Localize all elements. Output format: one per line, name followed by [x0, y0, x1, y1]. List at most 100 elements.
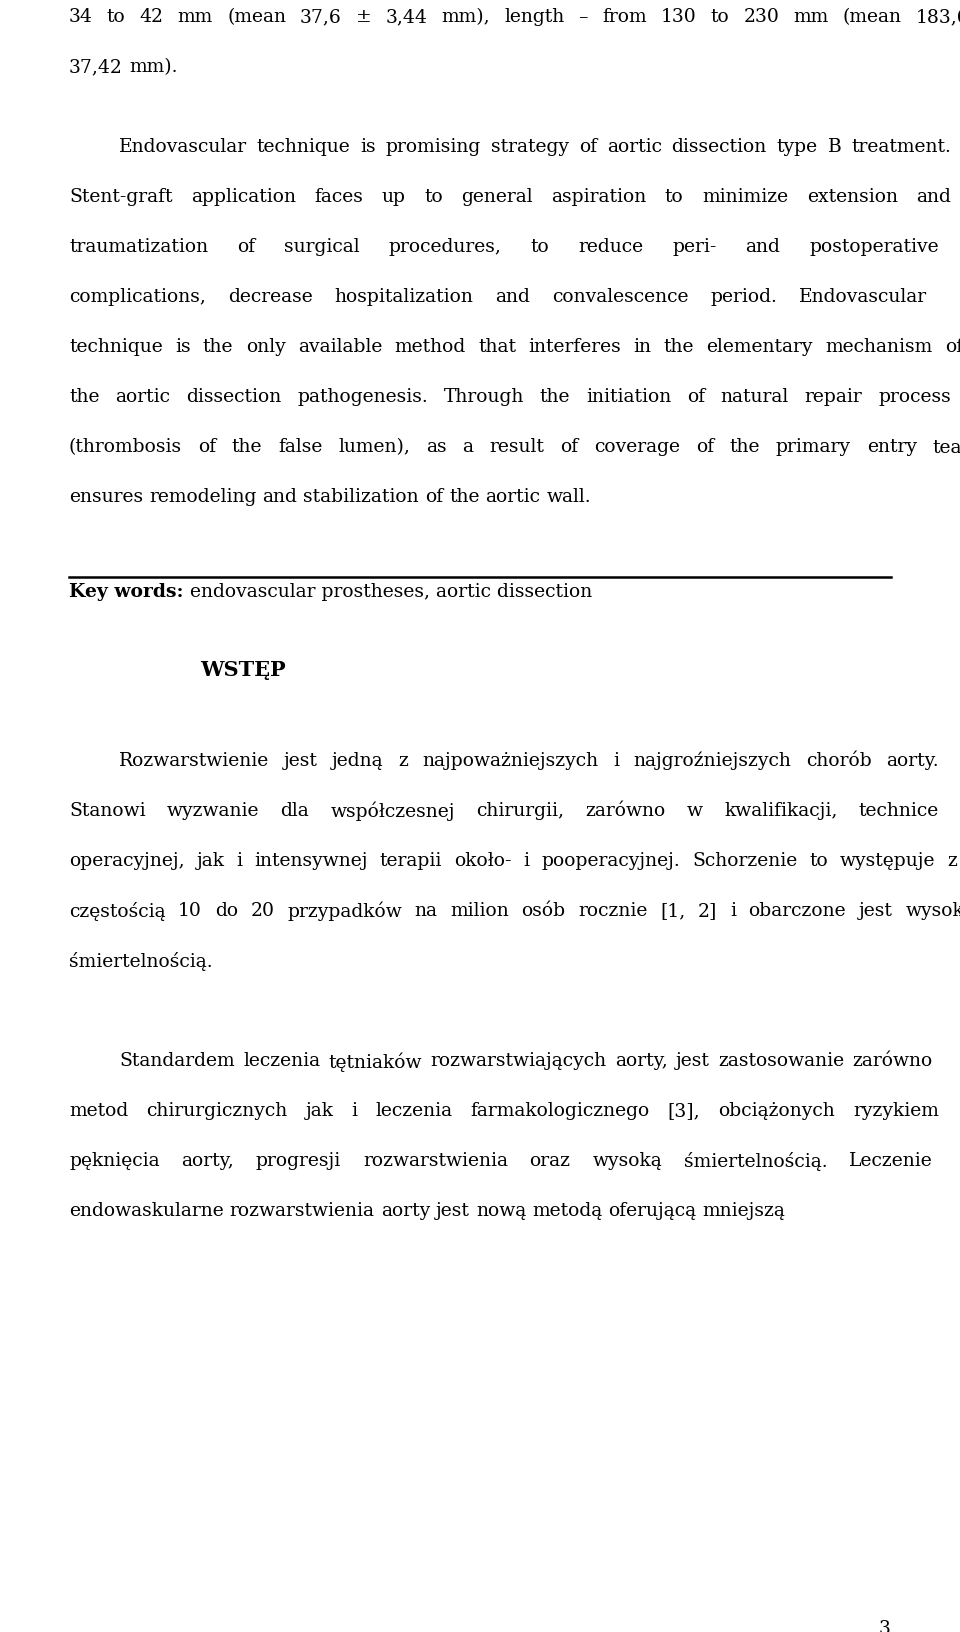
Text: aortic: aortic [486, 488, 540, 506]
Text: 42: 42 [140, 8, 164, 26]
Text: dissection: dissection [186, 388, 281, 406]
Text: 20: 20 [251, 901, 275, 919]
Text: to: to [665, 188, 684, 206]
Text: and: and [495, 287, 530, 305]
Text: jak: jak [197, 852, 225, 870]
Text: jest: jest [676, 1051, 709, 1069]
Text: obciążonych: obciążonych [718, 1102, 835, 1120]
Text: of: of [237, 238, 255, 256]
Text: remodeling: remodeling [149, 488, 256, 506]
Text: as: as [426, 437, 446, 455]
Text: w: w [687, 801, 703, 819]
Text: jest: jest [436, 1201, 469, 1219]
Text: to: to [710, 8, 730, 26]
Text: mm),: mm), [442, 8, 491, 26]
Text: natural: natural [721, 388, 789, 406]
Text: endovascular prostheses, aortic dissection: endovascular prostheses, aortic dissecti… [183, 583, 591, 601]
Text: –: – [579, 8, 588, 26]
Text: aspiration: aspiration [551, 188, 646, 206]
Text: ryzykiem: ryzykiem [853, 1102, 939, 1120]
Text: 10: 10 [179, 901, 203, 919]
Text: i: i [613, 752, 619, 770]
Text: i: i [351, 1102, 357, 1120]
Text: entry: entry [867, 437, 917, 455]
Text: 3,44: 3,44 [386, 8, 427, 26]
Text: 130: 130 [660, 8, 697, 26]
Text: of: of [579, 139, 597, 157]
Text: mm).: mm). [129, 59, 178, 77]
Text: technice: technice [859, 801, 939, 819]
Text: zarówno: zarówno [586, 801, 665, 819]
Text: ±: ± [356, 8, 372, 26]
Text: the: the [203, 338, 233, 356]
Text: Schorzenie: Schorzenie [692, 852, 797, 870]
Text: Stanowi: Stanowi [69, 801, 146, 819]
Text: the: the [663, 338, 694, 356]
Text: (mean: (mean [228, 8, 286, 26]
Text: Rozwarstwienie: Rozwarstwienie [119, 752, 269, 770]
Text: Key words:: Key words: [69, 583, 183, 601]
Text: intensywnej: intensywnej [254, 852, 368, 870]
Text: wysoką: wysoką [905, 901, 960, 919]
Text: elementary: elementary [707, 338, 813, 356]
Text: milion: milion [450, 901, 509, 919]
Text: Endovascular: Endovascular [799, 287, 927, 305]
Text: decrease: decrease [228, 287, 312, 305]
Text: up: up [382, 188, 406, 206]
Text: application: application [191, 188, 296, 206]
Text: mechanism: mechanism [826, 338, 932, 356]
Text: rozwarstwienia: rozwarstwienia [229, 1201, 374, 1219]
Text: of: of [560, 437, 578, 455]
Text: metodą: metodą [532, 1201, 602, 1219]
Text: wysoką: wysoką [592, 1151, 662, 1169]
Text: zastosowanie: zastosowanie [718, 1051, 845, 1069]
Text: result: result [490, 437, 544, 455]
Text: period.: period. [710, 287, 777, 305]
Text: technique: technique [257, 139, 350, 157]
Text: Through: Through [444, 388, 524, 406]
Text: coverage: coverage [594, 437, 680, 455]
Text: wyzwanie: wyzwanie [167, 801, 259, 819]
Text: the: the [730, 437, 760, 455]
Text: to: to [107, 8, 126, 26]
Text: 37,6: 37,6 [300, 8, 342, 26]
Text: częstością: częstością [69, 901, 166, 920]
Text: traumatization: traumatization [69, 238, 208, 256]
Text: to: to [531, 238, 549, 256]
Text: primary: primary [776, 437, 851, 455]
Text: jest: jest [284, 752, 318, 770]
Text: aorty,: aorty, [181, 1151, 234, 1169]
Text: metod: metod [69, 1102, 129, 1120]
Text: and: and [746, 238, 780, 256]
Text: rozwarstwiających: rozwarstwiających [430, 1051, 607, 1069]
Text: treatment.: treatment. [852, 139, 951, 157]
Text: is: is [361, 139, 376, 157]
Text: kwalifikacji,: kwalifikacji, [724, 801, 837, 819]
Text: z: z [398, 752, 408, 770]
Text: (mean: (mean [843, 8, 901, 26]
Text: i: i [523, 852, 529, 870]
Text: WSTĘP: WSTĘP [200, 659, 286, 679]
Text: extension: extension [806, 188, 898, 206]
Text: is: is [175, 338, 191, 356]
Text: aorty.: aorty. [886, 752, 939, 770]
Text: aortic: aortic [115, 388, 170, 406]
Text: strategy: strategy [491, 139, 569, 157]
Text: the: the [449, 488, 480, 506]
Text: repair: repair [804, 388, 862, 406]
Text: minimize: minimize [702, 188, 788, 206]
Text: chirurgii,: chirurgii, [476, 801, 564, 819]
Text: in: in [634, 338, 652, 356]
Text: tear,: tear, [932, 437, 960, 455]
Text: aortic: aortic [607, 139, 661, 157]
Text: faces: faces [314, 188, 363, 206]
Text: około-: około- [454, 852, 512, 870]
Text: mm: mm [793, 8, 828, 26]
Text: 3: 3 [879, 1619, 891, 1632]
Text: rocznie: rocznie [578, 901, 647, 919]
Text: śmiertelnością.: śmiertelnością. [684, 1151, 828, 1170]
Text: przypadków: przypadków [287, 901, 402, 920]
Text: [1,: [1, [660, 901, 685, 919]
Text: chorób: chorób [806, 752, 872, 770]
Text: of: of [945, 338, 960, 356]
